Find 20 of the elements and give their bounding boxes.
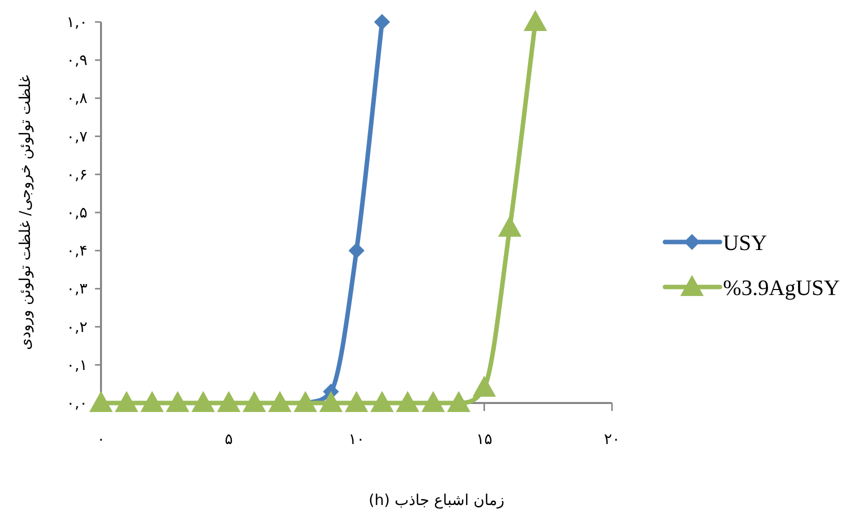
y-tick-label: ۰,۹ bbox=[66, 51, 88, 70]
y-tick-label: ۰,۴ bbox=[66, 242, 88, 260]
y-tick-label: ۰,۰ bbox=[66, 394, 88, 412]
y-tick-label: ۰,۶ bbox=[66, 165, 88, 184]
y-tick-label: ۰,۷ bbox=[66, 127, 88, 146]
y-tick-label: ۰,۳ bbox=[66, 280, 88, 298]
x-tick-label: ۱۵ bbox=[476, 430, 492, 448]
x-tick-label: ۲۰ bbox=[604, 430, 620, 448]
legend-label: USY bbox=[723, 230, 768, 255]
x-tick-label: ۰ bbox=[96, 430, 106, 448]
y-tick-label: ۰,۲ bbox=[66, 318, 88, 336]
x-axis-title: زمان اشباع جاذب (h) bbox=[368, 491, 504, 509]
legend-label: %3.9AgUSY bbox=[723, 275, 840, 300]
y-tick-label: ۱,۰ bbox=[66, 13, 88, 31]
x-tick-label: ۵ bbox=[224, 430, 233, 448]
y-tick-label: ۰,۵ bbox=[66, 204, 88, 222]
y-axis-title: غلظت تولوئن خروجی/ غلظت تولوئن ورودی bbox=[16, 74, 34, 350]
x-tick-label: ۱۰ bbox=[348, 430, 365, 448]
y-tick-label: ۰,۸ bbox=[66, 89, 88, 108]
y-tick-label: ۰,۱ bbox=[66, 356, 88, 374]
